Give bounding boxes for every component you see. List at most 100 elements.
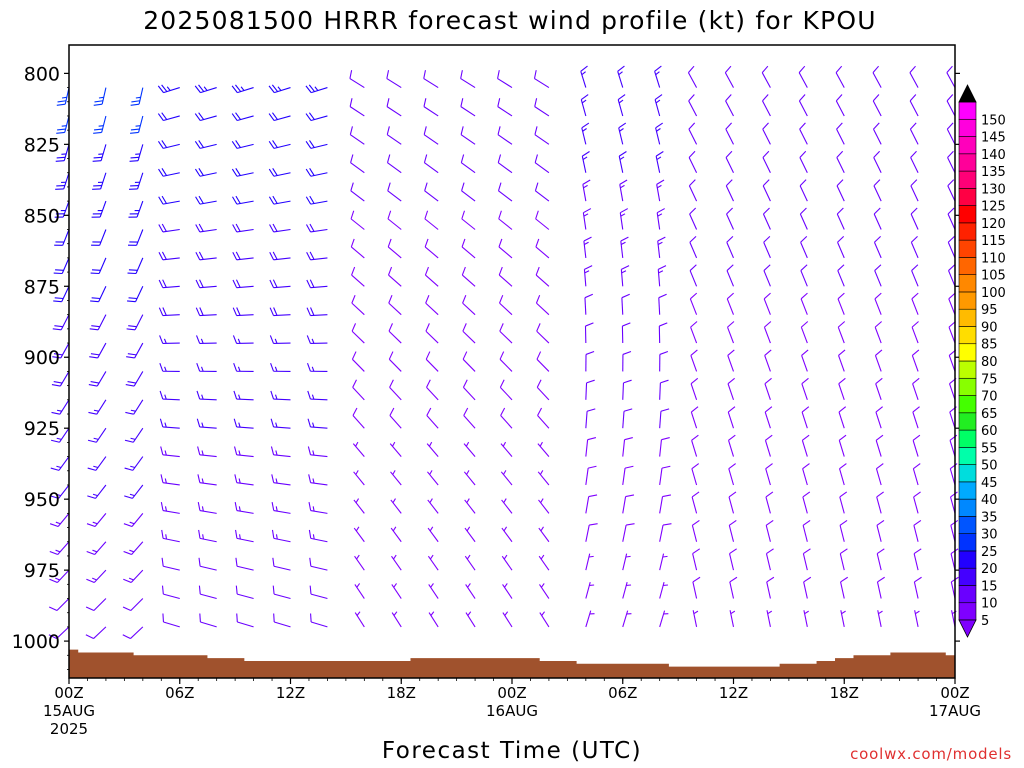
barb-flag-full: [56, 103, 66, 106]
barb-staff: [874, 298, 882, 315]
wind-barb: [837, 235, 845, 259]
barb-flag-full: [947, 235, 955, 243]
wind-barb: [585, 610, 595, 628]
barb-flag-half: [135, 125, 141, 127]
wind-barb: [195, 195, 217, 205]
barb-flag-half: [540, 498, 544, 503]
wind-barb: [389, 407, 402, 429]
barb-flag-full: [161, 112, 168, 120]
barb-flag-full: [499, 295, 504, 304]
barb-flag-full: [198, 557, 201, 567]
wind-barb: [537, 470, 550, 486]
wind-barb: [158, 307, 180, 317]
barb-flag-full: [424, 238, 429, 248]
wind-barb: [836, 207, 845, 230]
barb-staff: [622, 610, 629, 628]
barb-flag-full: [910, 235, 918, 243]
barb-flag-full: [536, 323, 541, 332]
barb-flag-full: [763, 235, 771, 243]
barb-flag-full: [725, 179, 733, 187]
barb-staff: [162, 257, 180, 261]
barb-flag-full: [268, 85, 275, 93]
barb-flag-half: [582, 156, 588, 160]
barb-staff: [59, 399, 70, 415]
barb-flag-half: [201, 394, 204, 400]
colorbar-swatch: [958, 498, 977, 517]
barb-flag-half: [164, 450, 167, 456]
barb-staff: [497, 134, 513, 145]
barb-flag-full: [877, 576, 885, 583]
barb-staff: [802, 525, 808, 542]
barb-staff: [728, 496, 735, 514]
barb-flag-full: [725, 122, 733, 130]
barb-flag-full: [661, 465, 671, 469]
colorbar-label: 150: [981, 113, 1006, 128]
wind-barb: [876, 519, 885, 542]
barb-flag-full: [801, 377, 809, 385]
barb-staff: [618, 155, 624, 173]
wind-barb: [306, 279, 328, 289]
barb-flag-half: [164, 506, 167, 512]
barb-flag-full: [89, 356, 98, 359]
barb-flag-full: [913, 519, 922, 526]
plot-area: [48, 65, 959, 678]
wind-barb: [499, 295, 513, 316]
wind-barb: [659, 523, 672, 542]
wind-barb: [268, 195, 291, 205]
barb-staff: [764, 411, 771, 429]
wind-barb: [427, 498, 439, 514]
barb-flag-full: [160, 446, 164, 455]
barb-flag-full: [836, 179, 844, 187]
barb-staff: [350, 190, 365, 202]
colorbar-label: 110: [981, 251, 1006, 266]
wind-barb: [536, 351, 550, 372]
barb-flag-full: [580, 65, 588, 72]
barb-flag-full: [799, 122, 806, 130]
wind-barb: [799, 122, 808, 145]
colorbar-swatch: [958, 326, 977, 345]
barb-flag-full: [232, 307, 238, 316]
barb-flag-full: [655, 122, 664, 129]
barb-flag-full: [425, 295, 430, 304]
wind-barb: [800, 264, 808, 287]
wind-barb: [56, 87, 70, 106]
barb-flag-full: [837, 292, 845, 300]
barb-flag-full: [625, 494, 635, 498]
barb-flag-full: [762, 179, 770, 187]
wind-barb: [48, 626, 70, 640]
barb-flag-full: [195, 307, 201, 316]
wind-barb: [839, 463, 847, 486]
wind-barb: [91, 200, 107, 218]
wind-barb: [233, 418, 254, 429]
barb-staff: [764, 383, 771, 400]
barb-flag-full: [305, 85, 312, 93]
barb-flag-full: [875, 434, 884, 441]
barb-flag-full: [124, 467, 133, 471]
wind-barb: [50, 484, 70, 499]
barb-flag-full: [584, 293, 594, 299]
barb-flag-half: [274, 338, 278, 344]
wind-barb: [424, 266, 439, 287]
barb-staff: [426, 415, 439, 429]
barb-staff: [911, 355, 919, 372]
barb-flag-half: [356, 611, 361, 616]
barb-staff: [585, 553, 591, 571]
barb-staff: [580, 71, 587, 88]
barb-staff: [876, 553, 882, 571]
wind-barb: [873, 150, 882, 173]
barb-flag-half: [620, 241, 626, 245]
wind-barb: [874, 321, 882, 344]
barb-flag-full: [195, 224, 201, 233]
wind-barb: [463, 407, 476, 429]
x-tick-label: 00Z: [940, 684, 969, 702]
barb-flag-full: [726, 207, 733, 215]
wind-barb: [465, 611, 476, 628]
barb-flag-full: [424, 266, 429, 276]
barb-staff: [349, 78, 365, 89]
barb-flag-full: [50, 467, 60, 471]
barb-flag-half: [129, 549, 135, 553]
barb-flag-full: [582, 151, 590, 157]
wind-barb: [499, 323, 513, 344]
wind-barb: [873, 179, 882, 202]
wind-barb: [764, 406, 773, 429]
